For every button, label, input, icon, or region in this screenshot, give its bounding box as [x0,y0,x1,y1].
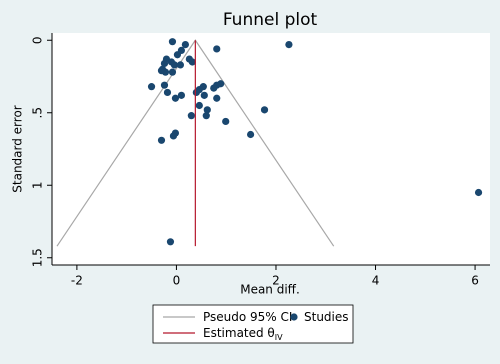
legend-label: Studies [304,310,349,324]
point [171,94,180,102]
plot-region [52,33,490,265]
point [222,117,230,126]
point [474,188,483,197]
point [187,112,195,120]
point [173,51,182,59]
point [213,94,221,102]
point [177,91,186,99]
point [260,106,269,114]
x-tick-label: -2 [71,274,83,288]
point [169,132,178,140]
point [217,80,225,88]
legend-label-subscript: IV [275,333,283,342]
point [192,88,200,97]
legend [152,304,354,344]
chart-title: Funnel plot [223,10,318,30]
y-tick-label: .5 [31,107,45,118]
point [147,83,156,91]
point [213,45,221,53]
x-tick-label: 6 [471,274,479,288]
y-tick-label: 1 [31,181,45,189]
legend-swatch [290,313,298,321]
y-tick-label: 1.5 [31,248,45,267]
point [181,41,189,49]
legend-label: Estimated θIV [203,326,283,342]
x-tick-label: 4 [372,274,380,288]
point [188,58,196,66]
legend-label: Pseudo 95% CI [203,310,292,324]
y-axis-title: Standard error [11,105,25,193]
point [203,106,211,114]
point [157,136,166,144]
point [285,41,293,49]
point [163,88,172,97]
point [166,238,175,246]
point [160,81,169,89]
point [160,59,169,68]
y-tick-label: 0 [31,36,45,44]
legend-label-text: Pseudo 95% CI [203,310,292,324]
point [195,101,203,110]
x-tick-label: 2 [272,274,280,288]
point [168,68,177,76]
x-axis-title: Mean diff. [240,283,300,297]
point [168,38,177,46]
point [200,91,208,99]
point [170,61,179,69]
point [157,67,166,75]
x-tick-label: 0 [173,274,181,288]
point [246,130,255,139]
point [210,84,218,92]
legend-label-text: Studies [304,310,349,324]
point [176,61,185,69]
legend-label-text: Estimated θ [203,326,275,340]
point [199,83,207,91]
point [202,112,210,120]
